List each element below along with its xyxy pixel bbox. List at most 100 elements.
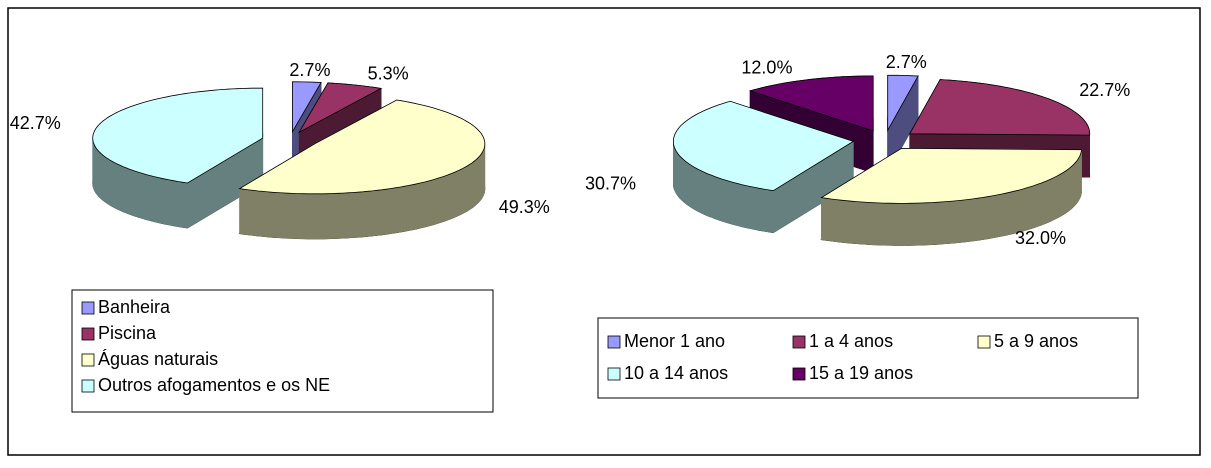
slice-side <box>687 162 690 207</box>
slice-side <box>754 187 760 231</box>
slice-side <box>454 170 459 218</box>
slice-side <box>445 173 450 222</box>
slice-side <box>448 172 453 220</box>
slice-side <box>696 168 700 213</box>
slice-side <box>135 170 140 218</box>
slice-side <box>996 193 1002 238</box>
slice-side <box>1014 189 1019 234</box>
slice-side <box>431 178 437 226</box>
slice-side <box>451 171 456 219</box>
slice-side <box>729 181 734 225</box>
slice-side <box>931 201 938 245</box>
slice-side <box>1018 188 1023 233</box>
slice-side <box>952 200 959 244</box>
slice-top <box>820 147 1082 204</box>
slice-side <box>693 166 698 212</box>
slice-side <box>947 200 954 244</box>
slice-side <box>439 176 444 224</box>
slice-side <box>1026 186 1031 231</box>
slice-side <box>408 184 414 231</box>
slice-side <box>758 187 765 232</box>
data-label: 12.0% <box>741 57 792 77</box>
slice-side <box>367 190 373 237</box>
slice-side <box>428 179 433 227</box>
slice-side <box>936 201 943 245</box>
data-label: 22.7% <box>1079 80 1130 100</box>
slice-top <box>887 74 919 132</box>
slice-side <box>424 180 429 228</box>
slice-side <box>1056 174 1060 219</box>
slice-side <box>1005 191 1011 236</box>
slice-side <box>125 167 130 215</box>
slice-side <box>893 202 900 246</box>
slice-side <box>1047 178 1052 223</box>
slice-side <box>381 188 387 236</box>
slice-side <box>149 175 154 222</box>
legend-label: 1 a 4 anos <box>809 331 893 351</box>
slice-side <box>882 202 890 246</box>
slice-side <box>457 169 461 217</box>
slice-side <box>105 156 109 205</box>
slice-side <box>1050 177 1054 222</box>
data-label: 42.7% <box>10 113 61 133</box>
slice-side <box>169 179 175 227</box>
slice-side <box>112 161 116 209</box>
slice-side <box>372 189 378 237</box>
slice-top <box>909 79 1091 136</box>
slice-side <box>745 185 751 229</box>
slice-top <box>298 82 383 134</box>
data-label: 49.3% <box>499 197 550 217</box>
slice-side <box>1061 171 1065 216</box>
slice-top <box>238 99 486 195</box>
slice-top <box>673 100 855 192</box>
slice-side <box>157 177 162 224</box>
slice-side <box>1053 175 1057 221</box>
pie-slice <box>673 100 855 234</box>
slice-side <box>442 175 447 223</box>
slice-side <box>347 192 354 239</box>
slice-side <box>465 165 469 213</box>
slice-side <box>307 193 314 240</box>
slice-side <box>1001 192 1007 237</box>
pie-slice <box>887 74 919 174</box>
slice-side <box>1022 187 1027 232</box>
slice-side <box>337 192 344 239</box>
slice-side <box>962 199 969 243</box>
slice-side <box>145 174 151 221</box>
slice-side <box>1030 185 1035 230</box>
legend-swatch <box>977 335 991 349</box>
pie-slice <box>92 87 264 229</box>
slice-side <box>920 202 927 246</box>
slice-side <box>1009 190 1015 235</box>
legend-swatch <box>81 301 95 315</box>
slice-side <box>322 193 329 240</box>
slice-side <box>107 158 111 206</box>
slice-side <box>982 196 988 240</box>
legend-box <box>597 317 1139 399</box>
slice-side <box>462 166 466 214</box>
slice-side <box>1063 169 1067 215</box>
slice-side <box>412 183 418 231</box>
slice-side <box>915 202 922 246</box>
slice-side <box>909 202 916 246</box>
slice-side <box>749 186 756 230</box>
slice-side <box>131 169 136 217</box>
legend-label: Piscina <box>98 323 157 343</box>
slice-side <box>941 201 948 245</box>
slice-side <box>165 178 171 226</box>
slice-side <box>872 202 879 246</box>
slice-side <box>763 188 769 233</box>
slice-side <box>435 177 440 225</box>
slice-side <box>733 182 738 226</box>
data-label: 30.7% <box>585 174 636 194</box>
slice-side <box>691 165 695 210</box>
slice-side <box>362 190 368 238</box>
slice-side <box>114 162 118 210</box>
slice-side <box>138 172 143 219</box>
slice-top <box>291 81 322 134</box>
slice-side <box>467 163 471 212</box>
slice-side <box>991 194 998 239</box>
slice-side <box>399 185 405 233</box>
slice-side <box>332 192 339 239</box>
slice-side <box>178 181 184 228</box>
